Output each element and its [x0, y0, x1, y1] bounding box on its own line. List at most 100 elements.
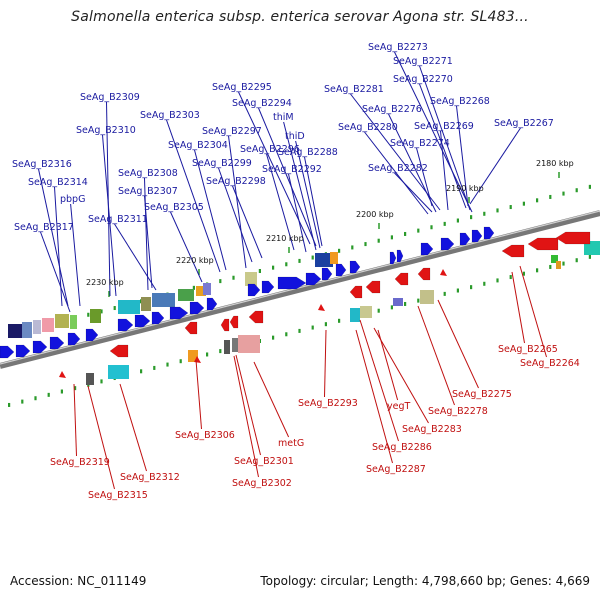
forward-gene-label: SeAg_B2282: [368, 163, 428, 174]
lower-tick-mark: [21, 399, 24, 404]
forward-leader-line: [350, 93, 441, 211]
forward-leader-line: [114, 223, 157, 291]
forward-gene-arrow: [459, 232, 471, 246]
lower-tick-mark: [298, 328, 301, 333]
annotation-box: [238, 335, 260, 353]
lower-tick-mark: [470, 285, 473, 290]
annotation-box: [360, 306, 372, 318]
forward-leader-line: [38, 168, 69, 307]
reverse-gene-arrow: [349, 285, 363, 299]
lower-tick-mark: [74, 386, 77, 391]
ruler-label: 2220 kbp: [176, 256, 214, 265]
forward-gene-label: SeAg_B2281: [324, 84, 384, 95]
lower-tick-mark: [562, 261, 565, 266]
reverse-gene-label: SeAg_B2302: [232, 478, 292, 489]
reverse-gene-label: SeAg_B2287: [366, 464, 426, 475]
reverse-gene-arrow: [555, 231, 591, 245]
forward-leader-line: [288, 173, 307, 253]
forward-gene-label: SeAg_B2276: [362, 104, 422, 115]
forward-leader-line: [228, 135, 247, 269]
annotation-box: [393, 298, 403, 306]
forward-gene-label: SeAg_B2292: [262, 164, 322, 175]
reverse-leader-line: [359, 319, 399, 442]
annotation-box: [22, 322, 32, 338]
forward-gene-label: SeAg_B2317: [14, 222, 74, 233]
reverse-gene-arrow: [248, 310, 264, 324]
forward-gene-arrow: [117, 318, 134, 332]
forward-gene-arrow: [420, 242, 434, 256]
forward-gene-arrow: [169, 306, 189, 320]
reverse-leader-line: [324, 329, 327, 398]
annotation-box: [118, 300, 140, 314]
annotation-box: [90, 309, 101, 323]
annotation-box: [224, 340, 230, 354]
forward-gene-arrow: [389, 251, 397, 265]
forward-gene-label: SeAg_B2268: [430, 96, 490, 107]
reverse-leader-line: [233, 355, 259, 478]
forward-gene-arrow: [440, 237, 455, 251]
annotation-box: [196, 286, 206, 296]
lower-tick-mark: [285, 332, 288, 337]
forward-gene-label: SeAg_B2316: [12, 159, 72, 170]
forward-leader-line: [283, 121, 317, 251]
lower-tick-mark: [496, 278, 499, 283]
forward-gene-label: SeAg_B2274: [390, 138, 450, 149]
reverse-gene-arrow: [527, 237, 559, 251]
forward-gene-arrow: [189, 301, 205, 315]
reverse-leader-line: [373, 327, 429, 424]
forward-gene-label: SeAg_B2314: [28, 177, 88, 188]
annotation-box: [556, 261, 561, 269]
upper-tick-mark: [390, 235, 393, 240]
upper-tick-mark: [456, 218, 459, 223]
ruler-label: 2190 kbp: [446, 184, 484, 193]
reverse-gene-arrow: [394, 272, 409, 286]
reverse-gene-label: SeAg_B2312: [120, 472, 180, 483]
lower-tick-mark: [549, 264, 552, 269]
annotation-box: [188, 350, 198, 362]
forward-gene-arrow: [85, 328, 99, 342]
reverse-leader-line: [253, 361, 290, 438]
reverse-gene-arrow: [220, 318, 230, 332]
reverse-leader-line: [355, 329, 393, 464]
forward-gene-arrow: [305, 272, 322, 286]
lower-tick-mark: [34, 396, 37, 401]
forward-gene-label: SeAg_B2309: [80, 92, 140, 103]
forward-leader-line: [295, 140, 321, 249]
lower-tick-mark: [206, 352, 209, 357]
forward-gene-label: SeAg_B2294: [232, 98, 292, 109]
lower-tick-mark: [153, 365, 156, 370]
forward-gene-label: SeAg_B2288: [278, 147, 338, 158]
reverse-gene-small: [318, 304, 325, 311]
forward-leader-line: [266, 153, 295, 251]
lower-tick-mark: [324, 322, 327, 327]
forward-gene-label: thiD: [285, 131, 305, 142]
upper-tick-mark: [219, 279, 222, 284]
annotation-box: [8, 324, 22, 338]
annotation-box: [141, 297, 151, 311]
forward-leader-line: [304, 156, 323, 247]
reverse-leader-line: [87, 385, 115, 490]
upper-tick-mark: [285, 262, 288, 267]
annotation-box: [420, 290, 434, 304]
forward-leader-line: [469, 127, 521, 205]
forward-leader-line: [170, 211, 203, 283]
forward-leader-line: [440, 130, 449, 211]
forward-gene-arrow: [206, 297, 218, 311]
forward-gene-label: SeAg_B2311: [88, 214, 148, 225]
forward-gene-arrow: [134, 314, 151, 328]
upper-tick-mark: [536, 198, 539, 203]
forward-gene-label: pbpG: [60, 194, 85, 205]
forward-leader-line: [194, 149, 227, 271]
annotation-box: [330, 252, 338, 264]
forward-leader-line: [70, 203, 81, 307]
reverse-leader-line: [73, 383, 77, 457]
forward-gene-arrow: [49, 336, 65, 350]
forward-gene-label: thiM: [273, 112, 294, 123]
upper-tick-mark: [232, 275, 235, 280]
forward-gene-arrow: [277, 276, 307, 290]
ruler-label: 2230 kbp: [86, 278, 124, 287]
forward-gene-arrow: [321, 267, 333, 281]
forward-gene-arrow: [0, 345, 15, 359]
reverse-leader-line: [437, 299, 479, 389]
annotation-box: [55, 314, 69, 328]
